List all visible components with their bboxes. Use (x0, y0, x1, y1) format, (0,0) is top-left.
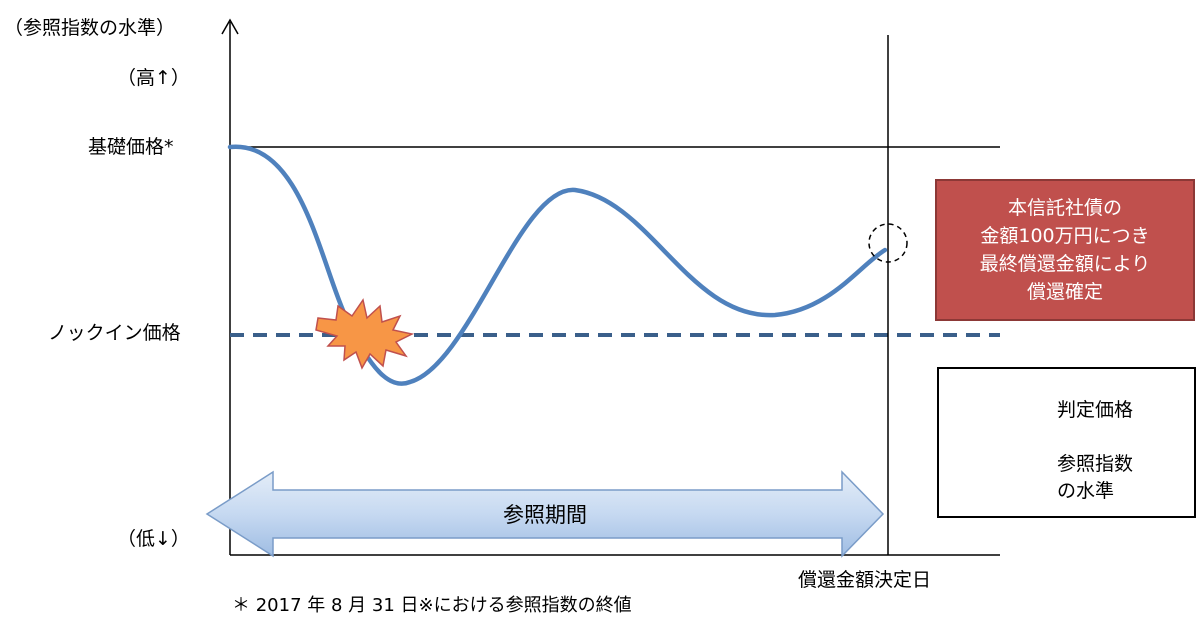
reference-period-label: 参照期間 (503, 503, 587, 527)
legend (937, 367, 1196, 518)
knock-in-price-label: ノックイン価格 (48, 322, 181, 344)
redemption-callout: 本信託社債の 金額100万円につき 最終償還金額により 償還確定 (935, 179, 1195, 321)
legend-index-label-line1: 参照指数 (1057, 453, 1134, 475)
y-axis-arrowhead (221, 18, 239, 35)
redemption-date-label: 償還金額決定日 (798, 569, 932, 591)
callout-line-1: 本信託社債の (1007, 197, 1122, 219)
legend-judgment-price-label: 判定価格 (1057, 399, 1134, 421)
low-label: （低↓） (117, 528, 190, 550)
footnote: ＊ 2017 年 8 月 31 日※における参照指数の終値 (232, 595, 632, 616)
high-label: （高↑） (117, 67, 190, 89)
judgment-price-marker (868, 223, 908, 263)
legend-index-label-line2: の水準 (1057, 480, 1115, 502)
base-price-label: 基礎価格* (88, 136, 174, 158)
reference-period-arrow (205, 470, 885, 558)
callout-line-3: 最終償還金額により (979, 253, 1151, 275)
callout-line-2: 金額100万円につき (980, 225, 1150, 247)
callout-line-4: 償還確定 (1026, 281, 1103, 303)
index-path (227, 144, 888, 386)
knock-in-burst (315, 298, 415, 370)
y-axis-title: （参照指数の水準） (4, 17, 176, 39)
